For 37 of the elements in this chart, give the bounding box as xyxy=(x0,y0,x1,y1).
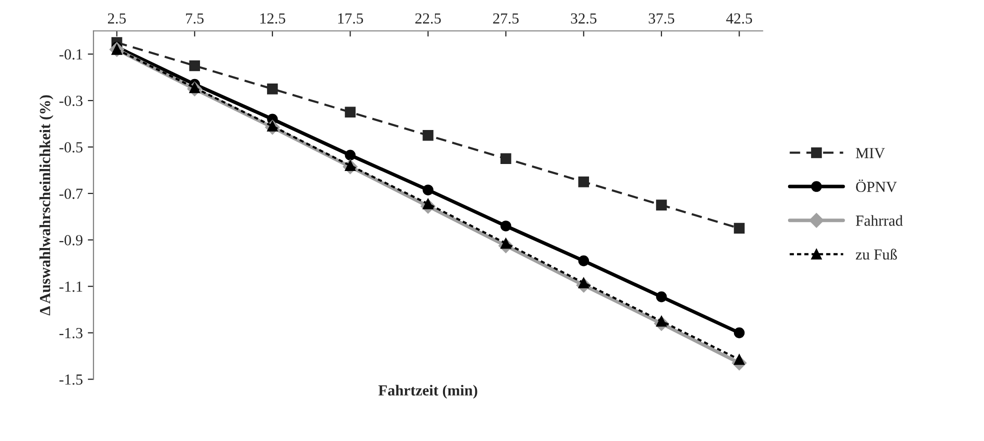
y-tick-label: -1.1 xyxy=(59,282,82,292)
legend-label: MIV xyxy=(856,148,885,158)
point xyxy=(578,255,590,266)
y-tick-label: -0.1 xyxy=(59,49,82,60)
legend-label: zu Fuß xyxy=(856,248,897,260)
x-tick-label: 17.5 xyxy=(338,13,364,24)
y-tick-label: -1.3 xyxy=(59,328,82,338)
point xyxy=(578,176,590,188)
x-tick-label: 42.5 xyxy=(726,13,752,24)
y-tick-label: -1.5 xyxy=(59,374,82,385)
y-tick-label: -0.5 xyxy=(59,142,82,153)
x-tick-label: 32.5 xyxy=(571,13,596,24)
x-tick-label: 27.5 xyxy=(493,13,519,24)
x-tick-label: 37.5 xyxy=(648,13,674,24)
point xyxy=(344,150,356,161)
x-axis-title: Fahrtzeit (min) xyxy=(378,384,478,399)
y-tick-label: -0.9 xyxy=(59,235,82,246)
point xyxy=(734,327,745,338)
y-tick-label: -0.3 xyxy=(59,96,82,106)
x-tick-label: 22.5 xyxy=(415,13,441,24)
point xyxy=(656,291,667,302)
point xyxy=(734,222,745,234)
point xyxy=(344,106,356,118)
point xyxy=(267,84,278,94)
x-tick-label: 2.5 xyxy=(108,13,126,24)
point xyxy=(656,200,667,210)
point xyxy=(189,60,200,72)
y-axis-title: Δ Auswahlwahrscheinlichkeit (%) xyxy=(39,95,54,316)
x-tick-label: 12.5 xyxy=(260,13,286,24)
point xyxy=(500,153,512,164)
y-tick-label: -0.7 xyxy=(59,188,83,199)
point xyxy=(422,184,434,196)
legend-label: ÖPNV xyxy=(856,179,897,192)
legend-label: Fahrrad xyxy=(856,215,903,226)
x-tick-label: 7.5 xyxy=(186,13,204,24)
point xyxy=(422,130,434,141)
point xyxy=(500,220,512,232)
